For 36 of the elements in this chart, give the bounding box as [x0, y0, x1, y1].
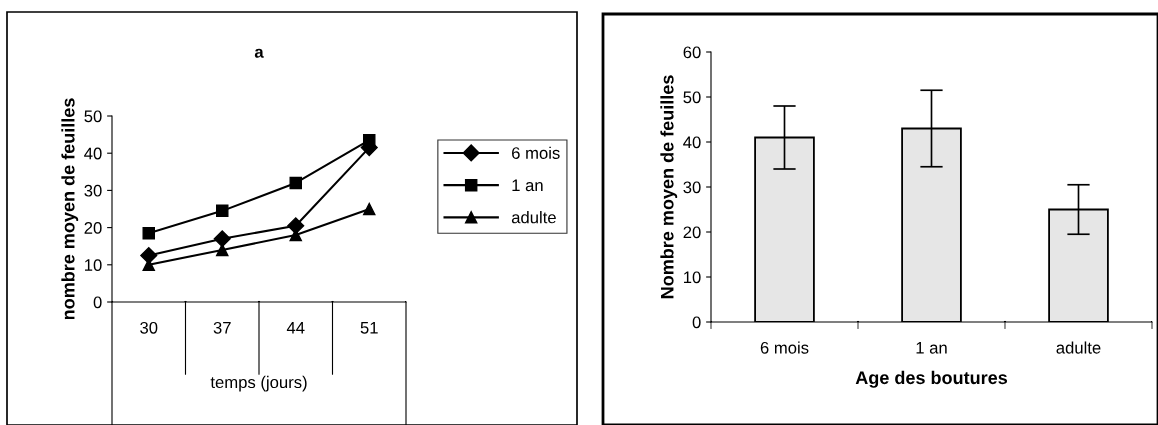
y-tick-label: 50: [683, 91, 701, 104]
legend-label: adulte: [511, 211, 556, 224]
x-tick-label: 1 an: [916, 342, 947, 354]
x-axis-title: Age des boutures: [855, 370, 1008, 388]
y-tick-label: 60: [683, 46, 701, 59]
point: [362, 202, 376, 216]
point: [142, 226, 156, 240]
legend-label: 1 an: [512, 179, 543, 192]
point: [362, 133, 376, 147]
x-tick-label: 44: [286, 322, 305, 334]
y-axis-title: nombre moyen de feuilles: [61, 98, 79, 320]
x-tick-label: adulte: [1056, 341, 1101, 354]
point: [215, 204, 229, 218]
y-tick-label: 40: [683, 136, 701, 149]
point: [140, 246, 158, 265]
y-axis-title: Nombre moyen de feuilles: [660, 75, 678, 299]
point: [215, 243, 229, 257]
y-tick-label: 10: [85, 259, 102, 271]
point: [289, 176, 303, 190]
x-tick-label: 37: [213, 321, 231, 334]
y-tick-label: 20: [84, 222, 102, 234]
x-axis-title: temps (jours): [210, 375, 307, 392]
x-tick-label: 6 mois: [760, 341, 809, 354]
y-tick-label: 30: [84, 184, 102, 197]
y-tick-label: 20: [683, 226, 701, 239]
y-tick-label: 30: [683, 181, 701, 194]
x-tick-label: 30: [140, 321, 158, 334]
chart-title: a: [254, 48, 264, 58]
y-tick-label: 0: [93, 296, 102, 309]
legend-label: 6 mois: [512, 146, 560, 159]
y-tick-label: 10: [684, 271, 701, 284]
x-tick-label: 51: [360, 322, 378, 334]
y-tick-label: 40: [84, 147, 102, 160]
y-tick-label: 50: [84, 110, 102, 123]
point: [213, 230, 231, 248]
y-tick-label: 0: [692, 316, 701, 329]
